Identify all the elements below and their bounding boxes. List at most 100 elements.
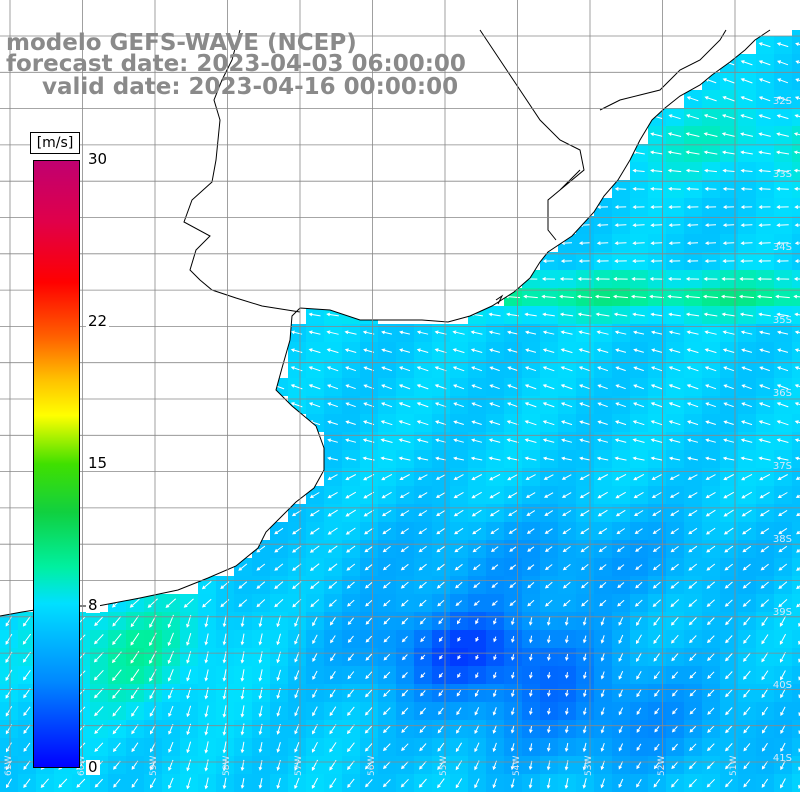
wind-arrow: [615, 402, 626, 408]
wind-arrow: [294, 615, 300, 627]
wind-arrow: [562, 528, 571, 535]
wind-arrow: [777, 366, 789, 372]
wind-arrow: [474, 689, 479, 698]
colorbar-tick-label: 22: [86, 312, 110, 331]
wind-arrow: [689, 725, 697, 733]
speed-cell: [792, 450, 800, 468]
wind-arrow: [382, 743, 391, 752]
wind-arrow: [600, 635, 605, 644]
wind-arrow: [685, 168, 700, 173]
wind-arrow: [527, 546, 535, 552]
latitude-label: 38S: [772, 534, 792, 545]
speed-cell: [792, 504, 800, 522]
wind-arrow: [777, 60, 789, 66]
wind-arrow: [742, 563, 751, 571]
wind-arrow: [725, 707, 733, 716]
wind-arrow: [741, 402, 752, 408]
wind-arrow: [776, 456, 789, 461]
wind-arrow: [94, 616, 104, 627]
wind-arrow: [238, 581, 248, 589]
wind-arrow: [740, 456, 753, 461]
wind-arrow: [204, 723, 209, 736]
wind-arrow: [582, 725, 587, 734]
wind-arrow: [256, 599, 266, 608]
wind-arrow: [506, 312, 519, 317]
wind-arrow: [453, 456, 464, 461]
wind-arrow: [401, 617, 409, 625]
wind-arrow: [381, 473, 393, 481]
wind-arrow: [437, 778, 445, 789]
wind-arrow: [614, 223, 627, 228]
wind-arrow: [509, 582, 517, 589]
wind-arrow: [311, 741, 318, 753]
wind-arrow: [705, 402, 716, 408]
wind-arrow: [311, 777, 319, 789]
wind-arrow: [5, 778, 12, 789]
wind-arrow: [276, 633, 281, 646]
wind-arrow: [706, 743, 715, 752]
wind-arrow: [453, 474, 464, 480]
speed-cell: [792, 90, 800, 108]
colorbar-tick-label: 30: [86, 150, 110, 168]
wind-arrow: [383, 671, 391, 679]
wind-arrow: [492, 724, 497, 734]
wind-arrow: [308, 348, 321, 354]
wind-arrow: [309, 492, 320, 499]
wind-arrow: [597, 366, 609, 372]
wind-arrow: [722, 223, 735, 227]
wind-arrow: [344, 456, 357, 461]
wind-arrow: [670, 545, 679, 553]
wind-arrow: [776, 187, 789, 191]
wind-arrow: [636, 707, 642, 716]
wind-arrow: [689, 671, 697, 679]
wind-arrow: [452, 348, 465, 354]
wind-arrow: [776, 312, 789, 317]
wind-arrow: [632, 438, 645, 443]
wind-arrow: [779, 633, 787, 645]
wind-arrow: [453, 491, 464, 499]
speed-cell: [792, 324, 800, 342]
wind-arrow: [381, 384, 393, 390]
wind-arrow: [652, 564, 661, 571]
wind-arrow: [596, 259, 609, 263]
wind-arrow: [597, 438, 609, 443]
wind-arrow: [688, 617, 697, 626]
wind-arrow: [721, 277, 736, 281]
wind-arrow: [417, 474, 428, 480]
wind-arrow: [615, 384, 626, 390]
wind-arrow: [258, 615, 263, 628]
wind-arrow: [258, 633, 263, 646]
wind-arrow: [600, 742, 605, 752]
wind-arrow: [541, 294, 556, 299]
wind-arrow: [776, 259, 789, 263]
wind-arrow: [524, 330, 537, 335]
wind-arrow: [399, 330, 411, 335]
wind-arrow: [579, 438, 590, 443]
wind-arrow: [723, 384, 734, 390]
wind-arrow: [559, 277, 574, 281]
wind-arrow: [147, 598, 158, 608]
wind-arrow: [614, 241, 627, 246]
wind-arrow: [400, 546, 409, 553]
wind-arrow: [328, 581, 338, 589]
wind-arrow: [704, 168, 717, 173]
wind-arrow: [689, 707, 697, 715]
wind-arrow: [706, 617, 715, 626]
wind-arrow: [489, 366, 500, 372]
speed-cell: [792, 468, 800, 486]
wind-arrow: [780, 670, 786, 681]
colorbar-tick-label: 15: [86, 454, 110, 472]
wind-arrow: [596, 330, 609, 335]
wind-arrow: [652, 599, 661, 607]
speed-cell: [792, 774, 800, 792]
wind-arrow: [741, 348, 753, 353]
longitude-label: 56W: [366, 755, 377, 776]
wind-arrow: [778, 509, 788, 517]
wind-arrow: [168, 777, 174, 790]
longitude-label: 54W: [511, 755, 522, 776]
wind-arrow: [240, 741, 245, 754]
speed-cell: [792, 486, 800, 504]
wind-arrow: [793, 132, 800, 136]
wind-arrow: [471, 366, 483, 372]
wind-arrow: [761, 742, 768, 752]
